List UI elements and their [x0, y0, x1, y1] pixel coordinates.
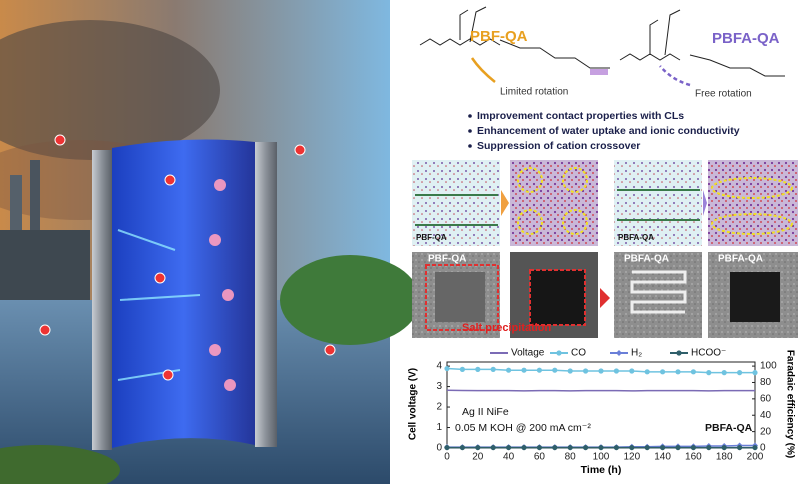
data-point — [675, 369, 681, 375]
data-point — [536, 444, 543, 451]
data-point — [675, 444, 681, 451]
micrograph-label: PBFA-QA — [624, 254, 669, 265]
data-point — [737, 444, 743, 451]
series-line — [446, 389, 755, 392]
data-point — [598, 368, 604, 374]
data-point — [752, 370, 758, 376]
x-tick-label: 180 — [716, 452, 733, 463]
x-axis-label: Time (h) — [581, 464, 622, 476]
data-point — [629, 444, 635, 451]
y-tick-label: 2 — [436, 402, 442, 413]
data-point — [521, 444, 527, 451]
polymer-name: PBFA-QA — [712, 30, 780, 47]
x-tick-label: 160 — [685, 452, 702, 463]
data-point — [613, 444, 620, 451]
annotation: 0.05 M KOH @ 200 mA cm⁻² — [455, 422, 591, 434]
legend-label: Voltage — [511, 348, 545, 359]
micrograph-label: PBFA-QA — [618, 233, 654, 242]
annotation: PBFA-QA — [705, 422, 753, 434]
data-point — [660, 444, 666, 451]
rotation-note: Free rotation — [695, 89, 752, 100]
data-point — [721, 370, 727, 376]
x-tick-label: 0 — [444, 452, 450, 463]
y-tick-label: 0 — [436, 443, 442, 454]
micrograph-label: PBF-QA — [428, 254, 466, 265]
x-tick-label: 80 — [565, 452, 577, 463]
polymer-structures — [419, 6, 785, 77]
bullet-list: Improvement contact properties with CLs … — [468, 110, 740, 152]
data-point — [721, 444, 727, 451]
bullet: Suppression of cation crossover — [477, 140, 640, 152]
x-tick-label: 20 — [472, 452, 484, 463]
legend-label: CO — [571, 348, 586, 359]
data-point — [737, 370, 743, 376]
data-point — [444, 444, 450, 451]
data-point — [706, 370, 712, 376]
y2-tick-label: 20 — [760, 426, 772, 437]
annotation: Ag II NiFe — [462, 406, 509, 418]
y2-tick-label: 0 — [760, 443, 766, 454]
data-point — [690, 369, 697, 375]
legend-marker — [616, 350, 622, 356]
data-point — [613, 368, 620, 374]
data-point — [490, 366, 496, 372]
micrograph-label: PBFA-QA — [718, 254, 763, 265]
micrographs: PBF-QA PBFA-QA PBF-QA PBFA-QA PBFA-QA Sa… — [412, 160, 798, 338]
data-point — [583, 368, 589, 374]
data-point — [475, 444, 481, 451]
rotation-arrow — [659, 65, 691, 87]
legend-marker — [556, 350, 562, 356]
x-tick-label: 140 — [654, 452, 671, 463]
y-axis-label: Cell voltage (V) — [408, 368, 419, 440]
data-point — [567, 368, 573, 374]
legend-marker — [676, 350, 682, 356]
callout: Salt precipitation — [462, 322, 552, 334]
data-point — [644, 369, 650, 375]
polymer-name: PBF-QA — [470, 28, 528, 45]
micrograph-label: PBF-QA — [416, 233, 447, 242]
data-point — [459, 444, 465, 451]
bullet: Improvement contact properties with CLs — [477, 110, 684, 122]
y-tick-label: 4 — [436, 361, 442, 372]
data-point — [690, 444, 697, 451]
data-point — [506, 367, 512, 373]
x-tick-label: 120 — [623, 452, 640, 463]
rotation-arrow — [470, 57, 496, 83]
data-point — [521, 367, 527, 373]
y2-tick-label: 60 — [760, 393, 772, 404]
data-point — [490, 444, 496, 451]
data-point — [583, 444, 589, 451]
data-point — [629, 368, 635, 374]
x-tick-label: 200 — [747, 452, 764, 463]
y-tick-label: 3 — [436, 381, 442, 392]
data-point — [598, 444, 604, 451]
data-point — [567, 444, 573, 451]
illustration — [0, 0, 420, 484]
bullet: Enhancement of water uptake and ionic co… — [477, 125, 740, 137]
legend-label: H₂ — [631, 348, 642, 359]
data-point — [536, 367, 543, 373]
data-point — [475, 366, 481, 372]
data-point — [706, 444, 712, 451]
y-tick-label: 1 — [436, 422, 442, 433]
data-point — [444, 365, 450, 372]
x-tick-label: 100 — [593, 452, 610, 463]
data-point — [459, 366, 465, 372]
data-point — [660, 369, 666, 375]
data-point — [752, 444, 758, 451]
y2-axis-label: Faradaic efficiency (%) — [784, 350, 795, 458]
y2-tick-label: 80 — [760, 377, 772, 388]
data-point — [552, 367, 558, 373]
data-point — [552, 444, 558, 451]
data-point — [644, 444, 650, 451]
y2-tick-label: 40 — [760, 410, 772, 421]
x-tick-label: 60 — [534, 452, 546, 463]
x-tick-label: 40 — [503, 452, 515, 463]
rotation-note: Limited rotation — [500, 87, 568, 98]
data-point — [506, 444, 512, 451]
y2-tick-label: 100 — [760, 361, 777, 372]
legend-label: HCOO⁻ — [691, 348, 726, 359]
